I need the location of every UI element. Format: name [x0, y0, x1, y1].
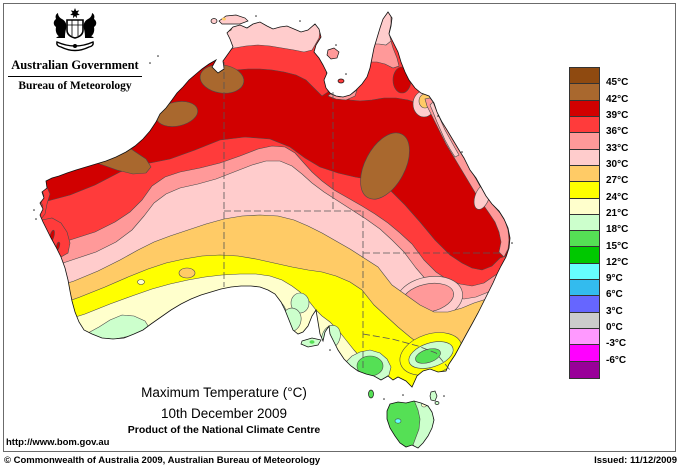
legend-swatch [570, 84, 599, 101]
legend-swatch [570, 133, 599, 150]
bom-url: http://www.bom.gov.au [6, 437, 110, 448]
brown-great-sandy [40, 111, 152, 175]
legend-swatch [570, 182, 599, 199]
header-rule [8, 76, 142, 77]
melville-orange-dot [222, 17, 226, 21]
legend-label: 45°C [606, 77, 629, 89]
mornington-island [337, 78, 345, 84]
flinders-island [429, 390, 438, 402]
legend-label: -6°C [606, 354, 627, 366]
cairns-darkred-blob [392, 66, 412, 94]
tasmania-coastline [386, 400, 435, 449]
map-title: Maximum Temperature (°C) [141, 385, 307, 400]
mainland-coastline [39, 11, 511, 388]
bathurst-island [210, 18, 218, 24]
legend-label: 18°C [606, 224, 629, 236]
legend-label: 9°C [606, 273, 623, 285]
legend-swatch [570, 198, 599, 215]
legend-label: 12°C [606, 256, 629, 268]
state-borders [223, 62, 500, 371]
kangaroo-island-green [309, 340, 315, 344]
legend-swatch [570, 149, 599, 166]
legend-swatch-column [569, 67, 600, 379]
bureau-title: Bureau of Meteorology [18, 80, 132, 92]
groote-eylandt [326, 47, 340, 60]
legend-swatch [570, 231, 599, 248]
legend-swatch [570, 361, 599, 378]
issued-date: Issued: 11/12/2009 [594, 455, 677, 466]
legend-label: -3°C [606, 338, 627, 350]
legend-swatch [570, 68, 599, 85]
green-west-victoria [356, 355, 384, 377]
legend-label: 36°C [606, 126, 629, 138]
legend-label: 39°C [606, 109, 629, 121]
legend-swatch [570, 329, 599, 346]
tasmania-cyan-highlands [394, 418, 402, 424]
government-title: Australian Government [11, 58, 139, 72]
orange-spot-wa [178, 267, 196, 279]
king-island [368, 389, 374, 399]
legend-swatch [570, 263, 599, 281]
capeyork-pink [367, 12, 392, 46]
legend-swatch [570, 312, 599, 329]
legend-swatch [570, 100, 599, 117]
legend-label: 42°C [606, 93, 629, 105]
map-titles: Maximum Temperature (°C) 10th December 2… [84, 385, 364, 436]
legend-label: 3°C [606, 305, 623, 317]
legend-label: 27°C [606, 175, 629, 187]
islands [210, 14, 440, 405]
cape-barren-island [434, 401, 440, 405]
coastal-specks [33, 15, 513, 400]
government-header: Australian Government Bureau of Meteorol… [6, 6, 144, 92]
brown-central-qld [360, 132, 410, 200]
legend-swatch [570, 247, 599, 264]
legend-swatch [570, 280, 599, 297]
legend-label: 21°C [606, 207, 629, 219]
legend-swatch [570, 214, 599, 232]
legend-label: 15°C [606, 240, 629, 252]
legend-label: 33°C [606, 142, 629, 154]
legend-swatch [570, 165, 599, 183]
legend-label: 6°C [606, 289, 623, 301]
legend-label: 24°C [606, 191, 629, 203]
melville-island [218, 14, 249, 25]
legend-swatch [570, 296, 599, 313]
legend-swatch [570, 116, 599, 134]
cream-spot-wa [137, 279, 145, 285]
copyright-text: © Commonwealth of Australia 2009, Austra… [4, 455, 321, 466]
legend-swatch [570, 345, 599, 362]
legend-label: 30°C [606, 158, 629, 170]
map-product-line: Product of the National Climate Centre [127, 424, 321, 436]
map-date: 10th December 2009 [160, 406, 288, 421]
legend-label: 0°C [606, 322, 623, 334]
coat-of-arms-icon [53, 8, 97, 52]
